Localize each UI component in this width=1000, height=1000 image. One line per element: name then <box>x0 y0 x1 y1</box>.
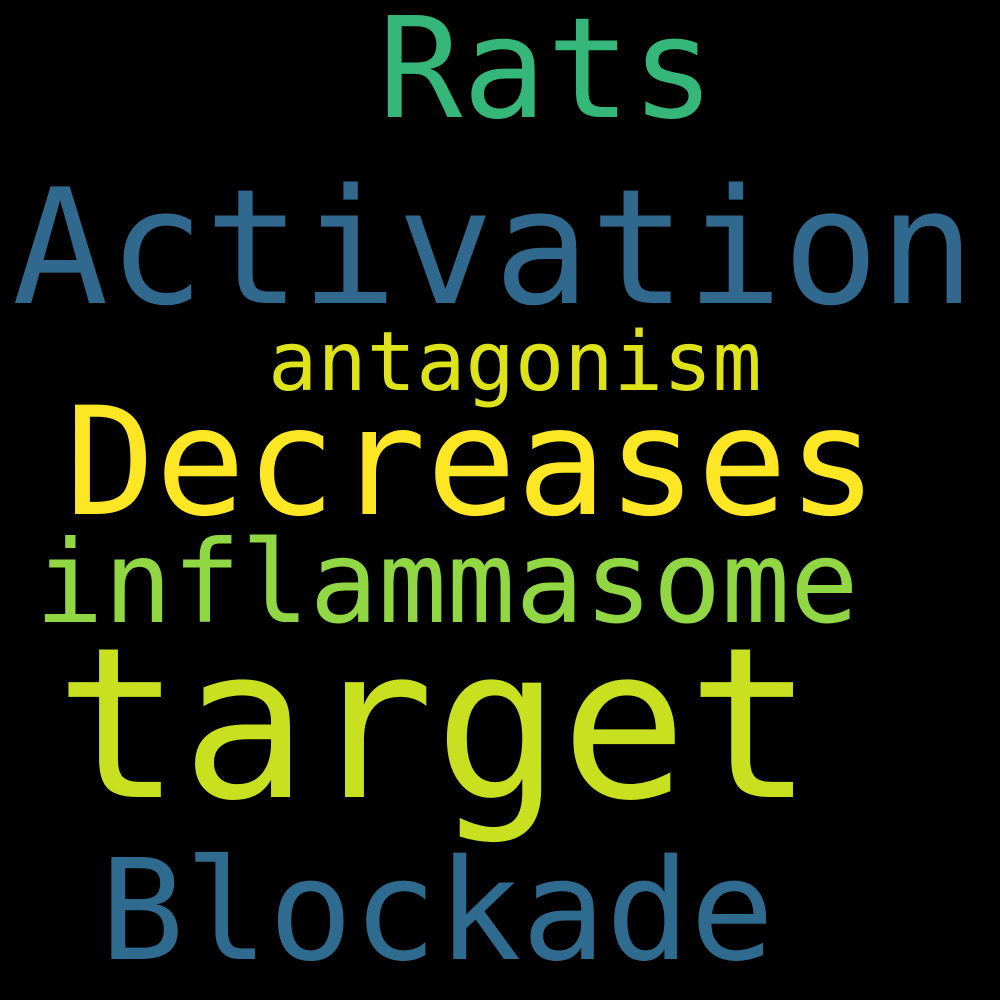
word-rats: Rats <box>378 0 716 151</box>
word-blockade: Blockade <box>100 830 775 993</box>
word-antagonism: antagonism <box>268 315 762 410</box>
word-activation: Activation <box>12 154 976 341</box>
word-inflammasome: inflammasome <box>35 516 859 649</box>
word-decreases: Decreases <box>65 376 878 550</box>
word-target: target <box>55 602 814 847</box>
